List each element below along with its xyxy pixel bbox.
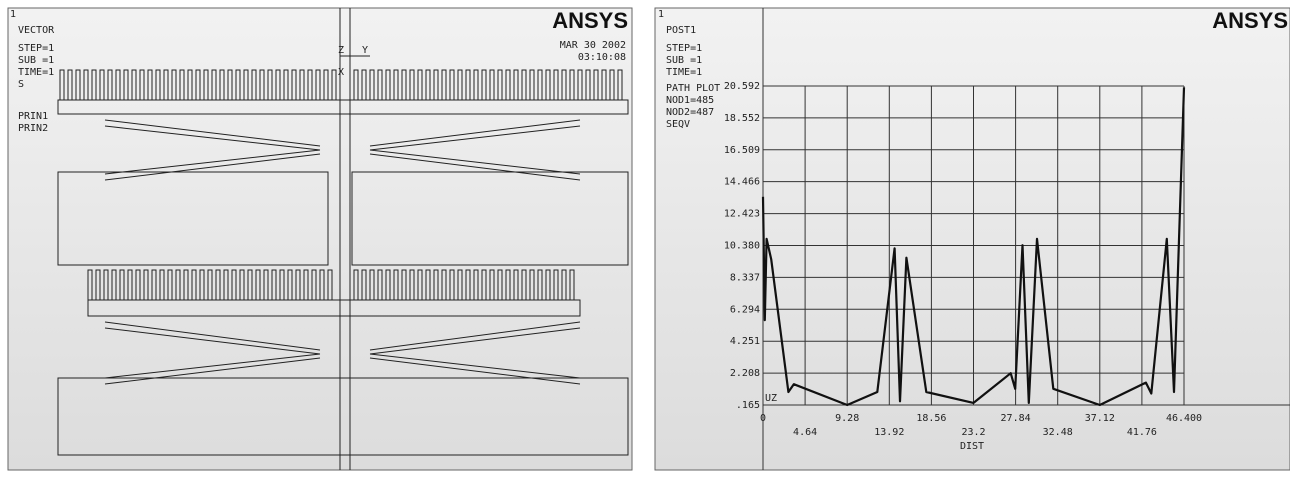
annotation: UZ — [765, 393, 777, 404]
plot-title: VECTOR — [18, 25, 55, 36]
triad-label: Z — [338, 45, 344, 56]
plot-title: POST1 — [666, 25, 696, 36]
x-tick-label: 37.12 — [1085, 413, 1115, 424]
x-tick-label: 4.64 — [793, 427, 817, 438]
window-number: 1 — [10, 9, 16, 20]
y-tick-label: 16.509 — [724, 145, 760, 156]
legend-line: STEP=1 — [666, 43, 702, 54]
y-tick-label: 8.337 — [730, 272, 760, 283]
comb — [353, 69, 623, 100]
x-tick-label: 27.84 — [1001, 413, 1031, 424]
comb — [87, 269, 333, 300]
date: MAR 30 2002 — [560, 40, 626, 51]
legend-line: SUB =1 — [18, 55, 54, 66]
x-tick-label: 23.2 — [961, 427, 985, 438]
y-tick-label: 4.251 — [730, 336, 760, 347]
triad-label: Y — [362, 45, 368, 56]
x-tick-label: 41.76 — [1127, 427, 1157, 438]
y-tick-label: 18.552 — [724, 113, 760, 124]
comb-fingers — [59, 69, 623, 300]
y-tick-label: 12.423 — [724, 209, 760, 220]
x-tick-label: 46.400 — [1166, 413, 1202, 424]
y-tick-label: 20.592 — [724, 81, 760, 92]
logo: ANSYS — [1212, 8, 1288, 33]
legend-line: STEP=1 — [18, 43, 54, 54]
legend-line: SEQV — [666, 119, 690, 130]
x-tick-label: 32.48 — [1043, 427, 1073, 438]
x-axis-label: DIST — [960, 441, 984, 452]
y-tick-label: 2.208 — [730, 368, 760, 379]
comb — [353, 269, 575, 300]
data-line — [761, 87, 1186, 407]
x-tick-label: 13.92 — [874, 427, 904, 438]
legend-line: TIME=1 — [666, 67, 702, 78]
y-tick-label: .165 — [736, 400, 760, 411]
legend-line: PATH PLOT — [666, 83, 720, 94]
vector-label: PRIN2 — [18, 123, 48, 134]
time: 03:10:08 — [578, 52, 626, 63]
x-tick-label: 9.28 — [835, 413, 859, 424]
legend-line: TIME=1 — [18, 67, 54, 78]
structure — [57, 8, 629, 470]
logo: ANSYS — [552, 8, 628, 33]
legend-line: NOD1=485 — [666, 95, 714, 106]
legend-line: SUB =1 — [666, 55, 702, 66]
x-tick-label: 0 — [760, 413, 766, 424]
comb — [59, 69, 337, 100]
legend-line: S — [18, 79, 24, 90]
triad-label: X — [338, 67, 344, 78]
window-number: 1 — [658, 9, 664, 20]
y-tick-label: 6.294 — [730, 304, 760, 315]
vector-label: PRIN1 — [18, 111, 48, 122]
vector-panel: 1 VECTOR STEP=1 SUB =1 TIME=1 S PRIN1 PR… — [7, 7, 633, 471]
legend-line: NOD2=487 — [666, 107, 714, 118]
y-tick-label: 10.380 — [724, 240, 760, 251]
y-tick-label: 14.466 — [724, 177, 760, 188]
x-tick-label: 18.56 — [916, 413, 946, 424]
